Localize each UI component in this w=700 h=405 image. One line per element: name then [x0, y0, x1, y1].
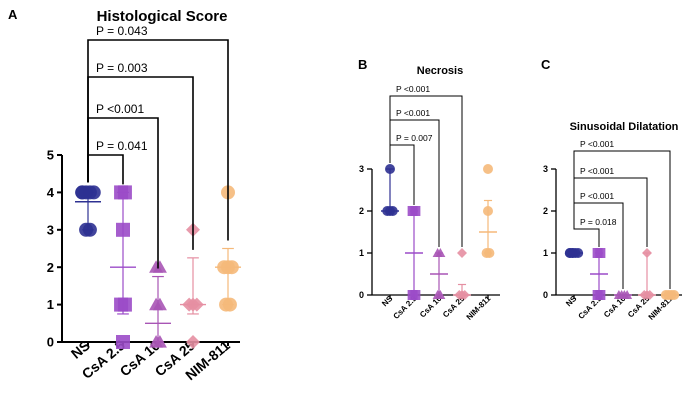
data-point-csa-25 [186, 335, 200, 349]
p-value-label: P <0.001 [580, 166, 614, 176]
y-tick-label-0: 0 [47, 335, 54, 350]
y-tick-label-5: 5 [47, 148, 54, 163]
category-label-ns: NS [564, 294, 579, 309]
comparison-bracket-4: P <0.001 [573, 139, 671, 289]
data-point-csa-10 [152, 297, 167, 311]
p-value-label: P <0.001 [396, 108, 430, 118]
data-point-csa-2-5 [595, 248, 606, 258]
data-point-csa-2-5 [410, 290, 421, 300]
data-point-nim-811 [483, 206, 493, 216]
p-value-label: P <0.001 [580, 139, 614, 149]
data-point-nim-811 [483, 164, 493, 174]
comparison-bracket-1: P = 0.007 [389, 133, 433, 205]
p-value-label: P <0.001 [580, 191, 614, 201]
series-ns [75, 185, 101, 237]
data-point-csa-10 [152, 260, 167, 273]
p-value-label: P = 0.007 [396, 133, 433, 143]
data-point-ns [82, 222, 97, 237]
bracket-line [87, 154, 124, 185]
comparison-bracket-4: P = 0.043 [87, 24, 229, 241]
category-label-nim-811: NIM-811 [465, 294, 493, 322]
data-point-ns [385, 164, 395, 174]
series-csa-25 [180, 222, 206, 349]
series-csa-10 [613, 290, 633, 299]
p-value-label: P <0.001 [396, 84, 430, 94]
data-point-nim-811 [222, 297, 237, 312]
data-point-csa-2-5 [117, 185, 132, 200]
series-csa-2-5 [405, 206, 423, 300]
data-point-ns [75, 185, 90, 200]
comparison-bracket-1: P = 0.041 [87, 139, 148, 185]
data-point-csa-10 [435, 290, 446, 299]
y-tick-label-0: 0 [543, 290, 548, 300]
y-tick-label-1: 1 [359, 248, 364, 258]
series-nim-811 [479, 164, 497, 258]
bracket-line [573, 150, 671, 289]
series-nim-811 [660, 290, 680, 300]
data-point-csa-2-5 [116, 335, 130, 349]
series-csa-25 [638, 248, 656, 300]
y-tick-label-3: 3 [359, 164, 364, 174]
bracket-line [389, 95, 463, 247]
y-tick-label-2: 2 [47, 260, 54, 275]
y-tick-label-0: 0 [359, 290, 364, 300]
panel-letter-a: A [8, 7, 18, 22]
series-csa-25 [453, 248, 471, 300]
series-ns [564, 248, 584, 258]
y-tick-label-1: 1 [47, 297, 54, 312]
data-point-nim-811 [484, 248, 495, 258]
data-point-csa-2-5 [410, 206, 421, 216]
chart-title-b: Necrosis [417, 65, 463, 77]
comparison-bracket-2: P <0.001 [573, 163, 624, 289]
bracket-line [573, 163, 648, 247]
p-value-label: P = 0.041 [96, 139, 148, 153]
panel-letter-c: C [541, 57, 551, 72]
data-point-csa-2-5 [116, 222, 130, 237]
data-point-csa-10 [435, 248, 446, 257]
bracket-line [573, 163, 624, 289]
panel-letter-b: B [358, 57, 367, 72]
data-point-csa-10 [152, 335, 167, 348]
chart-title-a: Histological Score [97, 8, 228, 25]
data-point-csa-2-5 [117, 297, 132, 312]
series-csa-10 [145, 260, 171, 348]
comparison-bracket-3: P <0.001 [389, 84, 463, 247]
p-value-label: P = 0.043 [96, 24, 148, 38]
series-csa-2-5 [590, 248, 608, 300]
y-tick-label-3: 3 [543, 164, 548, 174]
chart-title-c: Sinusoidal Dilatation [570, 121, 679, 133]
category-label-ns: NS [68, 337, 93, 362]
y-tick-label-3: 3 [47, 222, 54, 237]
series-csa-2-5 [110, 185, 136, 349]
data-point-ns [86, 185, 101, 200]
bracket-line [87, 39, 229, 241]
p-value-label: P <0.001 [96, 102, 144, 116]
data-point-csa-2-5 [595, 290, 606, 300]
p-value-label: P = 0.018 [580, 217, 617, 227]
data-point-csa-25 [642, 248, 652, 258]
series-ns [381, 164, 399, 216]
y-tick-label-1: 1 [543, 248, 548, 258]
series-csa-10 [430, 248, 448, 299]
bracket-line [389, 144, 415, 205]
p-value-label: P = 0.003 [96, 61, 148, 75]
y-tick-label-2: 2 [543, 206, 548, 216]
category-label-ns: NS [380, 294, 395, 309]
comparison-bracket-3: P <0.001 [573, 163, 648, 247]
y-tick-label-4: 4 [47, 185, 55, 200]
data-point-csa-25 [457, 248, 467, 258]
y-tick-label-2: 2 [359, 206, 364, 216]
